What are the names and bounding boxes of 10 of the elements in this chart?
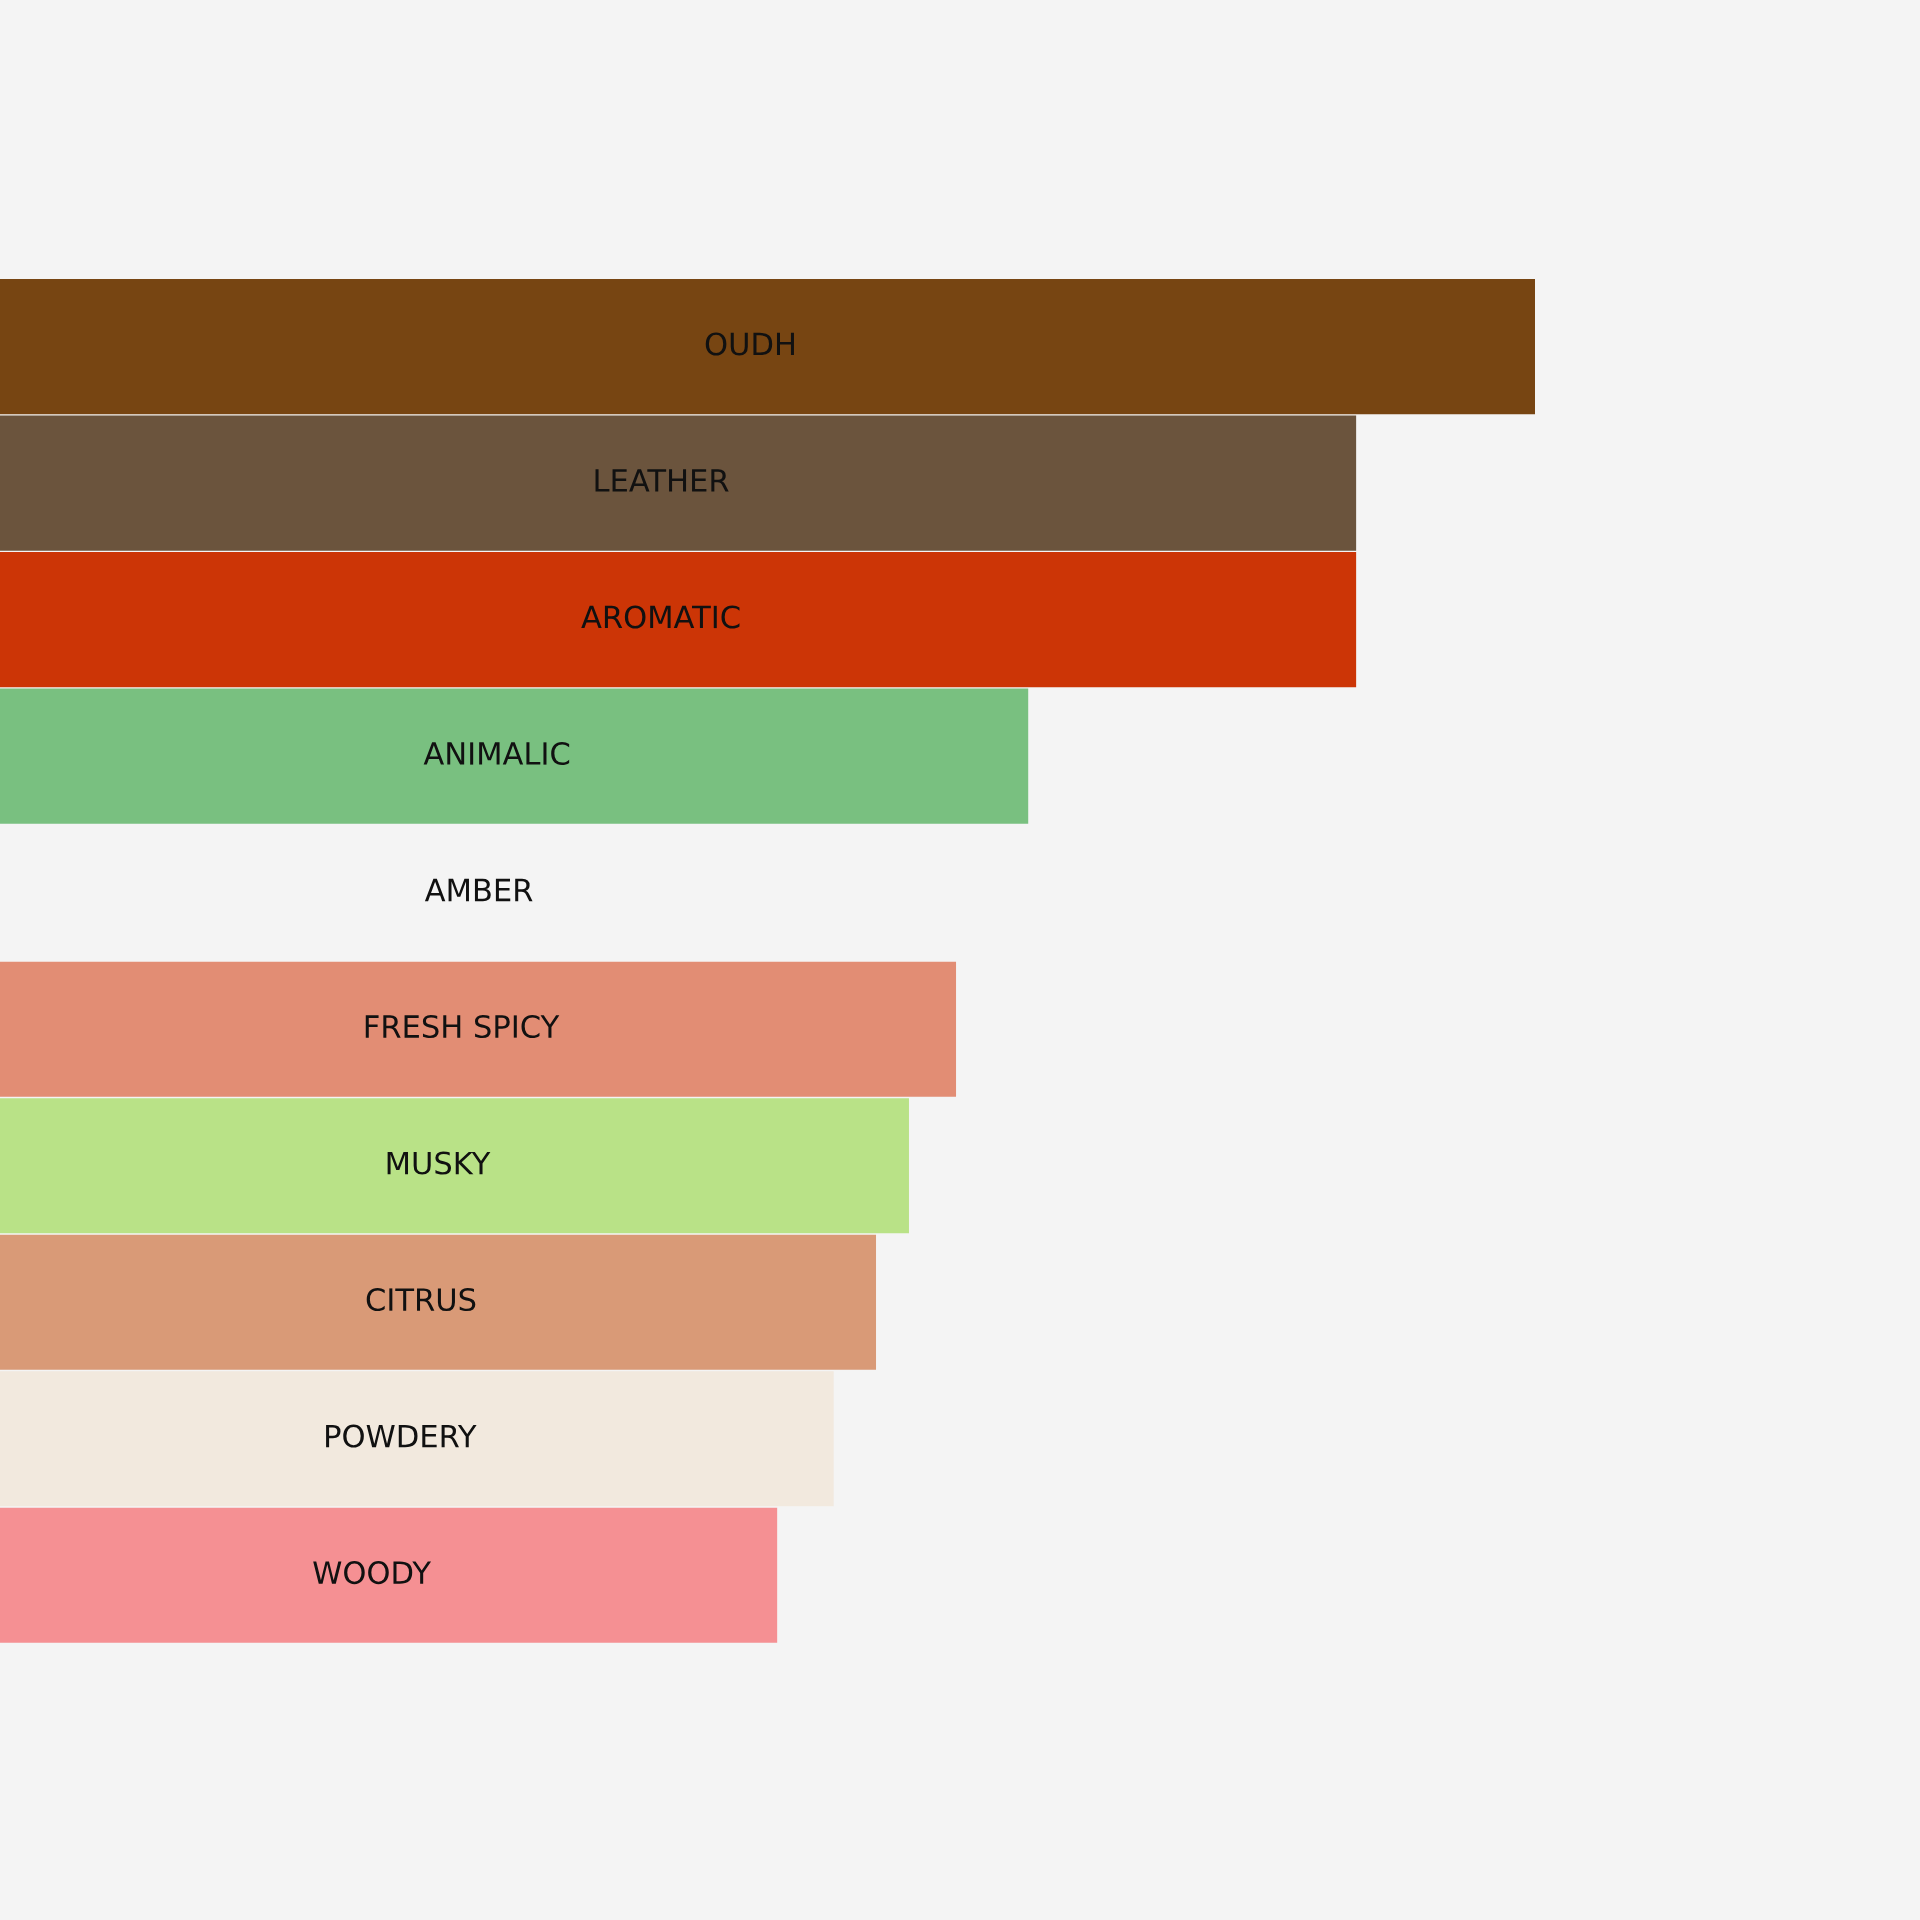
y-tick-label: OUDH [705,332,794,356]
y-tick-label: CITRUS [366,1287,476,1312]
y-tick-label: WOODY [313,1561,432,1585]
y-tick-label: AMBER [424,878,533,902]
y-tick-label: AROMATIC [581,605,740,629]
y-tick-label: POWDERY [326,1424,477,1448]
y-tick-label: ANIMALIC [423,741,570,766]
y-tick-label: LEATHER [595,469,729,492]
y-tick-label: FRESH SPICY [365,1014,560,1039]
y-tick-label: MUSKY [387,1151,491,1175]
